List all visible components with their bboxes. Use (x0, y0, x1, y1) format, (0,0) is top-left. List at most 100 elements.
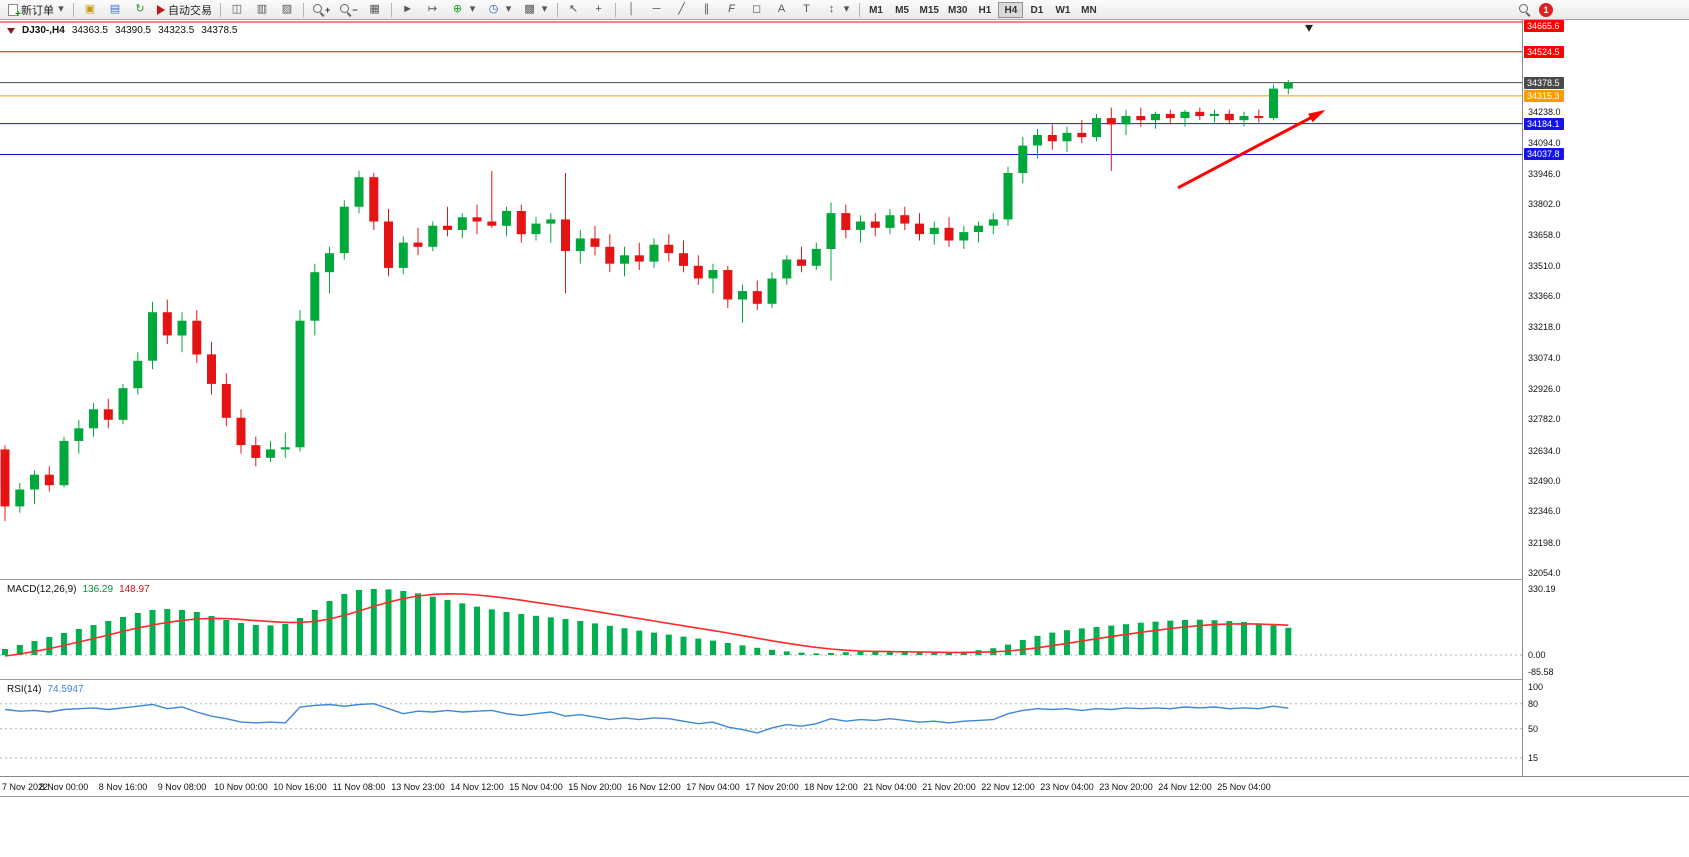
timeframe-button-d1[interactable]: D1 (1030, 4, 1044, 16)
autotrading-button[interactable]: 自动交易 (153, 1, 216, 18)
price-axis-label: 32634.0 (1528, 446, 1561, 456)
trend-arrow-line (1177, 110, 1323, 190)
toolbar: 新订单 ▾ ▣ ▤ ↻ 自动交易 ◫ ▥ ▨ + − ▦ ► ↦ ⊕▾ ◷▾ ▩… (0, 0, 1689, 20)
shapes-tool-button[interactable]: ◻ (745, 1, 769, 18)
fibonacci-tool-button[interactable]: F (720, 1, 744, 18)
price-axis-label: 33218.0 (1528, 322, 1561, 332)
indicators-icon: ⊕ (452, 3, 463, 15)
timeframe-button-m30[interactable]: M30 (947, 4, 968, 16)
price-level-badge: 34037.8 (1524, 148, 1564, 160)
new-order-icon (8, 3, 21, 20)
timeframe-button-m1[interactable]: M1 (869, 4, 883, 16)
text-label-icon: T (803, 3, 810, 15)
price-axis[interactable]: 34238.0 34094.0 33946.0 33802.0 33658.0 33510… (1522, 20, 1689, 776)
timeframe-button-mn[interactable]: MN (1081, 4, 1097, 16)
periods-button[interactable]: ◷ ▾ (482, 1, 517, 18)
text-tool-button[interactable]: A (770, 1, 794, 18)
notification-badge[interactable]: 1 (1539, 2, 1553, 17)
rsi-panel[interactable] (0, 681, 1522, 776)
horizontal-line-tool-button[interactable]: ─ (645, 1, 669, 18)
price-axis-label: 34094.0 (1528, 138, 1561, 148)
channel-icon: ∥ (703, 3, 710, 15)
tile-vertical-button[interactable]: ▨ (275, 1, 299, 18)
market-watch-icon: ▤ (109, 3, 121, 15)
refresh-button[interactable]: ↻ (128, 1, 152, 18)
channel-tool-button[interactable]: ∥ (695, 1, 719, 18)
time-axis-label: 17 Nov 20:00 (745, 782, 799, 792)
chart-shift-icon: ↦ (427, 3, 438, 15)
timeframe-button-w1[interactable]: W1 (1055, 4, 1071, 16)
fibonacci-icon: F (728, 3, 735, 15)
price-axis-label: 33366.0 (1528, 291, 1561, 301)
new-order-button[interactable]: 新订单 ▾ (4, 1, 69, 20)
search-icon[interactable] (1518, 3, 1531, 16)
rsi-label: RSI(14) 74.5947 (7, 684, 84, 695)
ohlc-close: 34378.5 (201, 25, 238, 36)
price-level-badge: 34665.6 (1524, 20, 1564, 32)
macd-panel[interactable] (0, 581, 1522, 678)
symbol-marker-icon (7, 27, 15, 34)
rsi-scale-label: 50 (1528, 724, 1539, 734)
horizontal-line-icon: ─ (652, 3, 661, 15)
toolbar-separator (73, 2, 74, 17)
crosshair-tool-button[interactable]: + (587, 1, 611, 18)
indicators-button[interactable]: ⊕ ▾ (446, 1, 481, 18)
plus-sign: + (325, 4, 331, 15)
timeframe-button-h4[interactable]: H4 (998, 1, 1024, 18)
chevron-down-icon: ▾ (505, 3, 512, 15)
arrows-tool-button[interactable]: ↕ ▾ (820, 1, 855, 18)
zoom-out-button[interactable]: − (335, 1, 361, 18)
chart-window-icon: ▣ (84, 3, 96, 15)
macd-title: MACD(12,26,9) (7, 584, 77, 595)
zoom-in-button[interactable]: + (308, 1, 334, 18)
ohlc-open: 34363.5 (71, 25, 108, 36)
chevron-down-icon: ▾ (843, 3, 850, 15)
trend-arrow-head (1308, 109, 1326, 123)
auto-scroll-icon: ► (402, 3, 413, 15)
price-axis-label: 33510.0 (1528, 261, 1561, 271)
time-axis-label: 11 Nov 08:00 (332, 782, 386, 792)
time-axis-label: 21 Nov 04:00 (863, 782, 917, 792)
trendline-tool-button[interactable]: ╱ (670, 1, 694, 18)
chart-shift-button[interactable]: ↦ (421, 1, 445, 18)
shapes-icon: ◻ (751, 3, 762, 15)
cascade-windows-button[interactable]: ◫ (225, 1, 249, 18)
time-axis-label: 16 Nov 12:00 (627, 782, 681, 792)
timeframe-group: M1 M5 M15 M30 H1 H4 D1 W1 MN (864, 1, 1102, 18)
price-axis-label: 32198.0 (1528, 538, 1561, 548)
ohlc-high: 34390.5 (114, 25, 152, 36)
rsi-value: 74.5947 (47, 684, 84, 695)
price-axis-label: 34238.0 (1528, 107, 1561, 117)
time-axis-label: 10 Nov 16:00 (273, 782, 327, 792)
crosshair-icon: + (595, 3, 602, 15)
horizontal-level-lines (0, 21, 1522, 155)
macd-label: MACD(12,26,9) 136.29 148.97 (7, 584, 150, 595)
timeframe-button-m5[interactable]: M5 (895, 4, 909, 16)
time-axis-label: 24 Nov 12:00 (1158, 782, 1212, 792)
main-price-chart[interactable] (0, 20, 1522, 578)
timeframe-button-m15[interactable]: M15 (919, 4, 939, 16)
market-watch-button[interactable]: ▤ (103, 1, 127, 18)
symbol-period-label: DJ30-,H4 (22, 25, 65, 36)
time-axis-label: 7 Nov 2022 (2, 782, 49, 792)
time-axis[interactable]: 7 Nov 2022 8 Nov 00:00 8 Nov 16:00 9 Nov 08… (0, 776, 1689, 797)
cursor-tool-button[interactable]: ↖ (562, 1, 586, 18)
candles-group (0, 80, 1293, 522)
tile-windows-button[interactable]: ▦ (363, 1, 387, 18)
price-axis-label: 32346.0 (1528, 506, 1561, 516)
templates-icon: ▩ (524, 3, 535, 15)
auto-scroll-button[interactable]: ► (396, 1, 420, 18)
chart-window-button[interactable]: ▣ (78, 1, 102, 18)
panel-separator[interactable] (0, 579, 1689, 580)
vertical-line-tool-button[interactable]: │ (620, 1, 644, 18)
text-label-tool-button[interactable]: T (795, 1, 819, 18)
templates-button[interactable]: ▩ ▾ (518, 1, 553, 18)
clock-icon: ◷ (488, 3, 499, 15)
macd-main-value: 136.29 (82, 584, 114, 595)
time-axis-label: 8 Nov 16:00 (98, 782, 148, 792)
price-axis-label: 33802.0 (1528, 199, 1561, 209)
timeframe-button-h1[interactable]: H1 (978, 4, 992, 16)
panel-separator[interactable] (0, 679, 1689, 680)
tile-horizontal-button[interactable]: ▥ (250, 1, 274, 18)
